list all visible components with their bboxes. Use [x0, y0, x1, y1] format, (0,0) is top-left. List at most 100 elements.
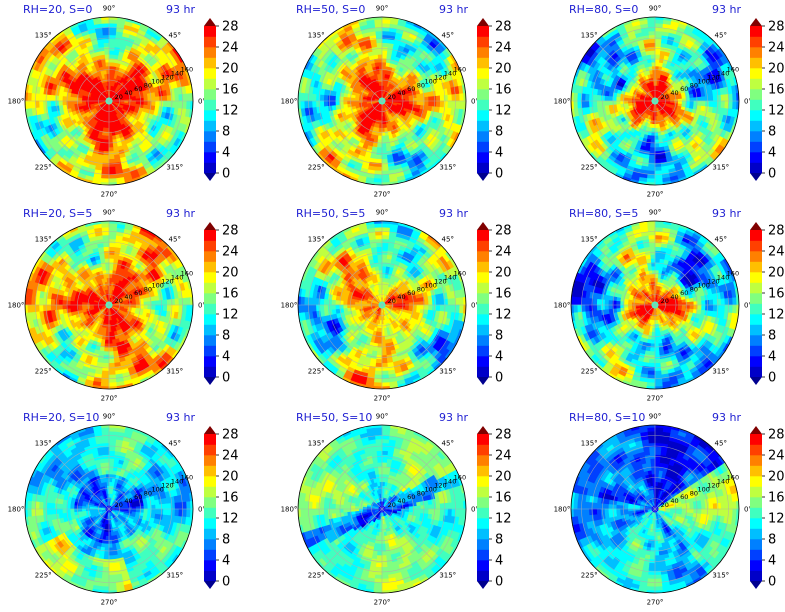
panel-title-right: 93 hr	[166, 207, 195, 220]
contour-cell	[186, 100, 192, 110]
contour-cell	[376, 50, 383, 55]
radial-tick-label: 60	[134, 85, 142, 93]
angle-tick-label: 225°	[581, 163, 598, 171]
contour-cell	[375, 154, 383, 160]
colorbar-segment	[477, 89, 489, 100]
angle-tick-label: 315°	[712, 163, 729, 171]
contour-cell	[681, 100, 687, 105]
colorbar-tick-label: 0	[222, 167, 230, 182]
contour-cell	[104, 143, 110, 149]
contour-cell	[135, 100, 141, 105]
contour-cell	[584, 93, 590, 102]
contour-cell	[607, 100, 613, 106]
colorbar-segment	[477, 141, 489, 153]
contour-cell	[374, 22, 383, 28]
contour-cell	[85, 302, 90, 306]
panel-title-right: 93 hr	[439, 3, 468, 16]
radial-tick-label: 20	[115, 93, 123, 101]
contour-cell	[106, 120, 110, 125]
colorbar-extend-max	[204, 18, 216, 26]
colorbar-segment	[750, 152, 762, 163]
contour-cell	[358, 98, 363, 102]
contour-cell	[303, 93, 309, 102]
contour-cell	[182, 100, 188, 109]
contour-cell	[604, 95, 609, 102]
radial-tick-label: 80	[144, 81, 152, 89]
polar-panel: RH=50, S=0 93 hr 0° 45° 90° 135° 180° 225° 270° 3…	[273, 0, 535, 204]
contour-cell	[447, 100, 453, 109]
radial-tick-label: 160	[454, 66, 466, 74]
radial-tick-label: 140	[717, 69, 729, 77]
colorbar-segment	[750, 26, 762, 37]
contour-cell	[424, 100, 430, 106]
contour-field	[25, 221, 193, 389]
contour-cell	[375, 38, 383, 44]
contour-cell	[108, 53, 114, 59]
contour-cell	[311, 100, 317, 109]
colorbar-extend-min	[477, 173, 489, 181]
contour-cell	[654, 143, 660, 149]
contour-cell	[102, 42, 110, 48]
contour-cell	[720, 100, 726, 109]
contour-cell	[105, 331, 110, 337]
contour-cell	[108, 61, 114, 67]
colorbar-tick-label: 24	[495, 41, 512, 56]
contour-cell	[654, 158, 662, 164]
colorbar-extend-max	[750, 18, 762, 26]
contour-cell	[108, 265, 114, 271]
contour-cell	[50, 100, 56, 108]
contour-cell	[646, 18, 656, 24]
contour-cell	[689, 100, 695, 106]
contour-cell	[435, 94, 441, 102]
contour-cell	[331, 95, 336, 102]
contour-cell	[654, 174, 663, 180]
contour-cell	[459, 92, 465, 102]
panel-title-left: RH=50, S=0	[296, 3, 366, 16]
contour-cell	[299, 100, 305, 110]
contour-cell	[30, 93, 36, 102]
colorbar-tick-label: 12	[768, 104, 785, 119]
polar-plot-svg: 0°45°90°135°180°225°270°315°20 40 60 80 1001…	[8, 209, 239, 403]
contour-cell	[732, 100, 738, 110]
contour-cell	[101, 174, 110, 180]
polar-grid	[570, 16, 740, 186]
contour-cell	[379, 120, 383, 125]
contour-cell	[108, 154, 116, 160]
radial-tick-label: 160	[727, 66, 739, 74]
colorbar-segment	[750, 57, 762, 69]
contour-cell	[650, 143, 656, 149]
contour-cell	[108, 277, 113, 283]
panel-title-right: 93 hr	[166, 3, 195, 16]
angle-tick-label: 225°	[308, 163, 325, 171]
contour-cell	[182, 93, 188, 102]
contour-cell	[323, 94, 329, 102]
contour-cell	[381, 50, 388, 55]
colorbar-tick-label: 4	[222, 146, 230, 161]
radial-tick-label: 40	[670, 89, 678, 97]
contour-cell	[38, 100, 44, 109]
colorbar-segment	[204, 152, 216, 163]
contour-cell	[650, 53, 656, 59]
contour-cell	[381, 73, 386, 79]
contour-cell	[373, 178, 383, 184]
colorbar-segment	[477, 120, 489, 132]
contour-cell	[135, 304, 141, 309]
contour-cell	[334, 100, 340, 106]
contour-cell	[101, 22, 110, 28]
contour-cell	[46, 100, 52, 108]
colorbar-segment	[204, 78, 216, 90]
radial-tick-label: 80	[417, 81, 425, 89]
contour-cell	[701, 100, 706, 107]
contour-cell	[654, 154, 662, 160]
contour-cell	[186, 92, 192, 102]
contour-cell	[428, 95, 433, 102]
contour-cell	[155, 100, 160, 107]
contour-cell	[108, 273, 113, 279]
contour-cell	[654, 50, 661, 55]
contour-cell	[654, 61, 660, 67]
contour-cell	[108, 22, 117, 28]
angle-tick-label: 315°	[166, 163, 183, 171]
angle-tick-label: 45°	[442, 32, 454, 40]
colorbar-segment	[750, 36, 762, 48]
contour-cell	[381, 77, 385, 82]
